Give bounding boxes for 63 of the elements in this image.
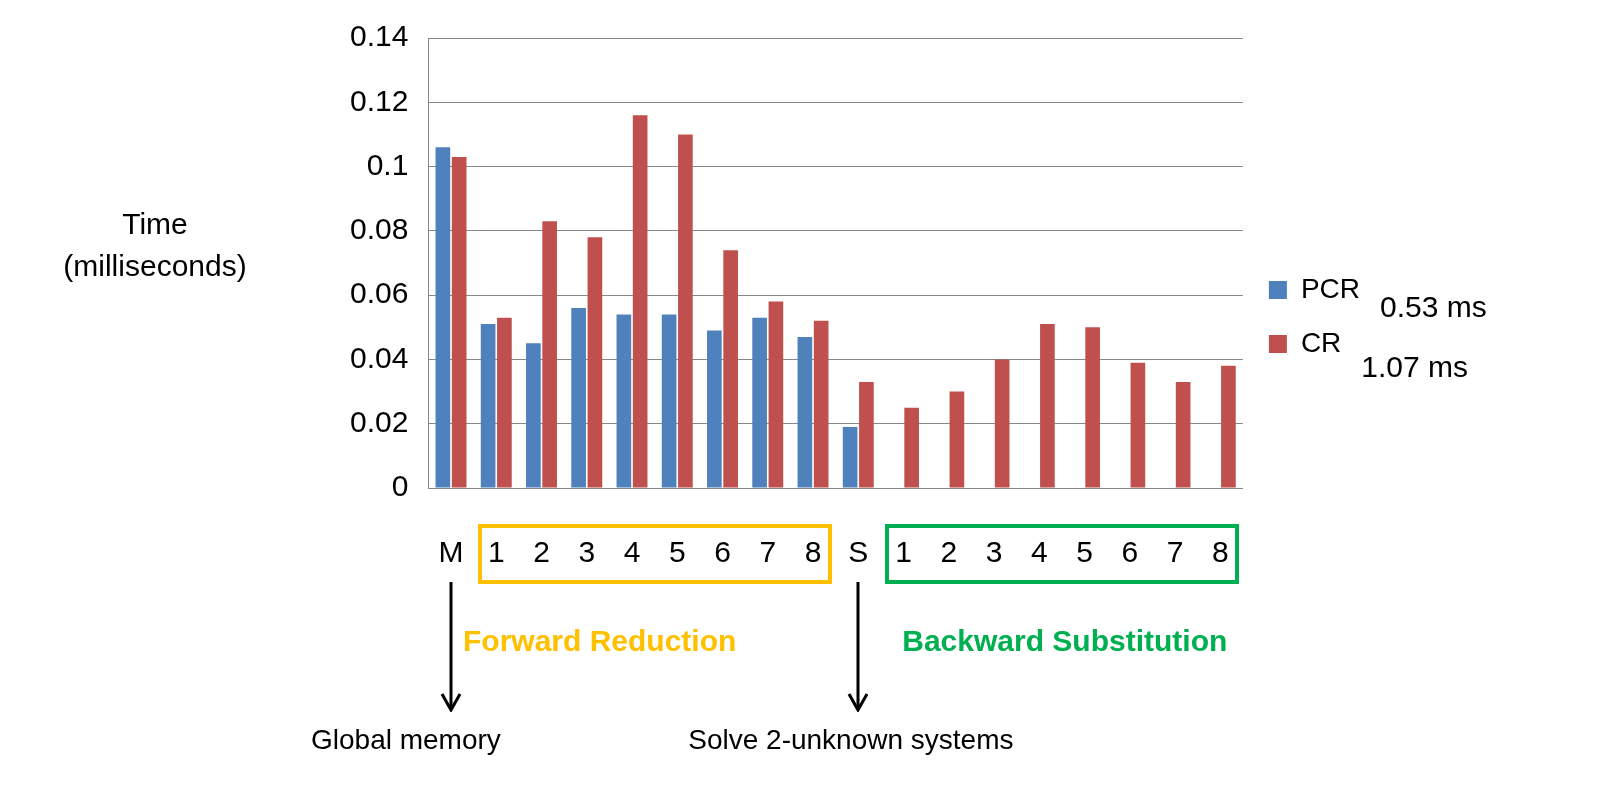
x-tick-label: 7 [759,535,777,569]
text: Backward Substitution [902,624,1228,658]
y-axis-title: Time (milliseconds) [62,206,248,284]
bar [661,314,677,488]
x-tick-label: 1 [895,535,912,569]
x-tick-label: 5 [668,535,686,569]
x-tick-label: 2 [940,535,958,569]
y-tick-label: 0.14 [350,19,409,53]
bar [1175,381,1191,488]
legend-label: CR [1300,326,1342,358]
x-tick-label: M [438,535,464,569]
bar [1130,362,1146,488]
bar [859,381,874,488]
bar [949,391,965,488]
legend-label: PCR [1300,272,1361,304]
x-tick-label: 5 [1076,535,1093,569]
bar [451,156,467,488]
x-tick-label: 2 [533,535,550,569]
y-tick-label: 0.12 [350,83,409,117]
x-tick-label: S [848,535,869,569]
bar [435,147,451,488]
x-tick-label: 1 [487,535,505,569]
y-tick-label: 0.1 [366,147,409,181]
bar [480,324,496,488]
x-tick-label: 3 [578,535,596,569]
bar [678,134,693,488]
x-tick-label: 8 [1211,535,1229,569]
bar [632,115,648,488]
bar [1040,324,1055,488]
y-tick-label: 0.08 [350,212,409,246]
bar [768,301,784,488]
bar [616,314,632,488]
y-tick-label: 0.04 [350,340,409,374]
bar [1221,365,1236,488]
x-tick-label: 6 [714,535,731,569]
bar [904,407,919,488]
bar [752,317,767,488]
x-tick-label: 3 [985,535,1003,569]
y-tick-label: 0 [391,469,409,503]
bar [707,330,722,488]
bar [842,426,858,488]
x-tick-label: 4 [623,535,641,569]
bar [813,320,829,488]
bar [797,336,813,488]
bar [587,237,603,488]
bar [1085,327,1100,488]
bar [542,221,557,488]
bar [723,250,738,488]
text: 0.53 ms [1380,290,1487,324]
x-tick-label: 7 [1166,535,1184,569]
y-tick-label: 0.02 [350,404,409,438]
text: Solve 2-unknown systems [688,724,1014,756]
x-tick-label: 6 [1121,535,1139,569]
bar [526,343,541,488]
text: Global memory [311,724,501,756]
text: 1.07 ms [1361,350,1469,384]
bar [571,308,586,488]
bar [497,317,512,488]
text: Forward Reduction [463,624,737,658]
x-tick-label: 4 [1030,535,1048,569]
bar [994,359,1010,488]
x-tick-label: 8 [804,535,822,569]
y-tick-label: 0.06 [350,276,409,310]
